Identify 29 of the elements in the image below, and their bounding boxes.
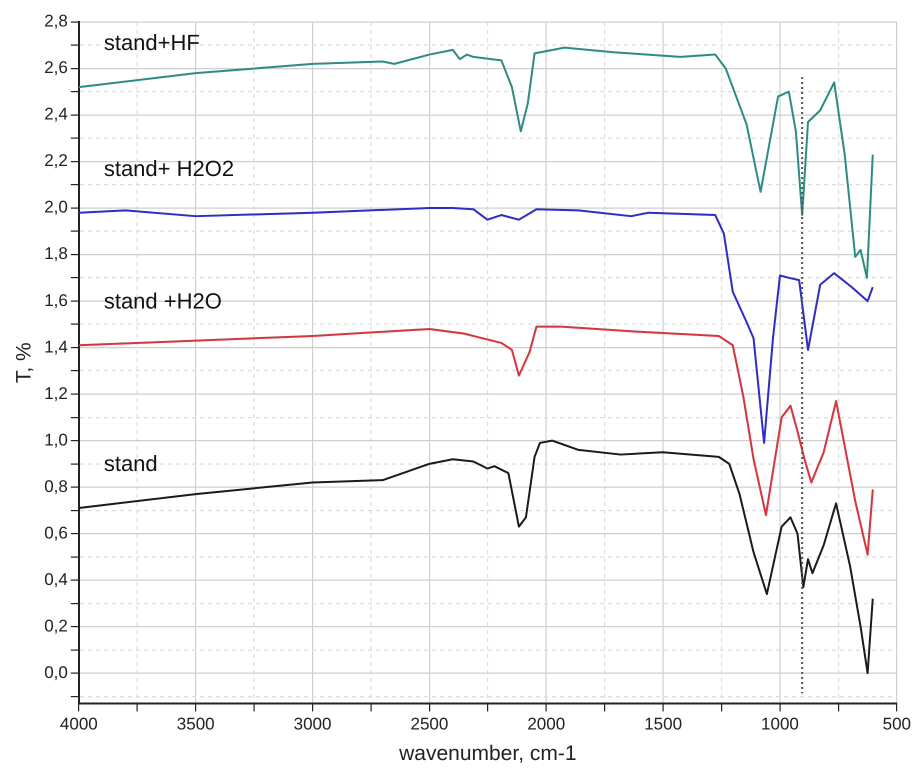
x-tick-label: 2000 — [527, 714, 566, 734]
y-tick-label: 2,0 — [44, 198, 68, 217]
y-tick-label: 2,6 — [44, 58, 68, 78]
x-tick-label: 500 — [882, 714, 912, 734]
x-axis-title: wavenumber, cm-1 — [398, 742, 577, 766]
x-tick-label: 2500 — [410, 714, 448, 734]
series-label: stand +H2O — [104, 288, 222, 314]
x-tick-label: 1500 — [644, 714, 682, 734]
y-tick-label: 2,4 — [44, 104, 68, 124]
y-tick-label: 0,4 — [44, 570, 68, 589]
y-tick-label: 2,2 — [44, 151, 68, 170]
x-tick-label: 4000 — [60, 714, 98, 734]
y-tick-label: 0,8 — [44, 476, 68, 496]
x-tick-label: 3500 — [176, 714, 215, 734]
series-label: stand+ H2O2 — [104, 156, 234, 181]
y-axis-title: T, % — [12, 342, 36, 384]
y-tick-label: 1,0 — [44, 430, 68, 450]
y-tick-label: 0,6 — [44, 523, 68, 542]
series-label: stand+HF — [104, 30, 200, 56]
y-tick-label: 0,0 — [44, 662, 68, 682]
x-tick-label: 1000 — [761, 714, 799, 734]
series-label: stand — [104, 451, 158, 476]
x-tick-label: 3000 — [294, 714, 332, 734]
y-tick-label: 2,8 — [44, 12, 68, 31]
y-tick-label: 1,6 — [44, 290, 68, 310]
y-tick-label: 1,2 — [44, 384, 68, 403]
y-tick-label: 1,4 — [44, 337, 68, 356]
y-tick-label: 0,2 — [44, 616, 68, 636]
y-tick-label: 1,8 — [44, 244, 68, 264]
